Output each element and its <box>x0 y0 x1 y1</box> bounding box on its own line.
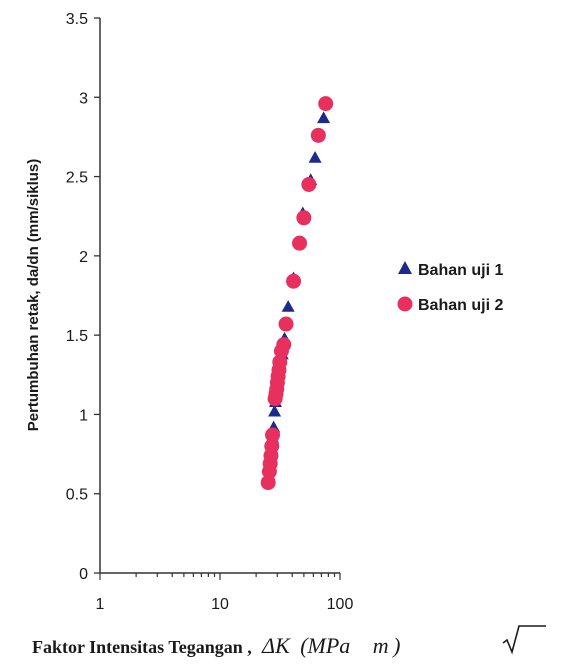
x-axis-title-unit-m: m <box>373 633 389 658</box>
legend-marker-bahan-uji-1 <box>398 261 412 274</box>
data-point-bahan-uji-2 <box>318 96 334 112</box>
y-tick-label: 1 <box>79 407 88 424</box>
x-axis-title-delta-k: ΔK <box>261 633 291 658</box>
x-axis-title-text: Faktor Intensitas Tegangan , <box>32 637 252 657</box>
data-point-bahan-uji-2 <box>276 337 292 353</box>
sqrt-sign-icon <box>502 625 546 655</box>
data-point-bahan-uji-2 <box>286 273 302 289</box>
data-point-bahan-uji-2 <box>272 354 288 370</box>
y-tick-label: 0.5 <box>66 487 88 504</box>
y-tick-label: 2.5 <box>66 170 88 187</box>
data-point-bahan-uji-1 <box>308 151 322 163</box>
data-point-bahan-uji-2 <box>310 127 326 143</box>
data-point-bahan-uji-1 <box>268 404 282 417</box>
y-tick-label: 3 <box>79 90 88 107</box>
data-point-bahan-uji-2 <box>296 210 312 226</box>
y-tick-label: 3.5 <box>66 11 88 28</box>
data-point-bahan-uji-2 <box>292 235 308 251</box>
data-point-bahan-uji-1 <box>281 300 295 312</box>
y-tick-label: 1.5 <box>66 328 88 345</box>
x-tick-label: 100 <box>327 596 354 613</box>
y-axis-title: Pertumbuhan retak, da/dn (mm/siklus) <box>25 159 42 432</box>
x-axis-title: Faktor Intensitas Tegangan , ΔK (MPa m ) <box>32 633 400 658</box>
data-point-bahan-uji-2 <box>265 427 281 443</box>
legend: Bahan uji 1 Bahan uji 2 <box>397 261 503 314</box>
data-point-bahan-uji-2 <box>278 316 294 332</box>
legend-marker-bahan-uji-2 <box>397 296 413 312</box>
y-tick-label: 2 <box>79 249 88 266</box>
data-point-bahan-uji-1 <box>317 111 331 124</box>
data-point-bahan-uji-2 <box>264 438 280 454</box>
x-tick-label: 10 <box>211 596 229 613</box>
x-tick-label: 1 <box>96 596 105 613</box>
legend-label-bahan-uji-2: Bahan uji 2 <box>418 297 503 314</box>
legend-label-bahan-uji-1: Bahan uji 1 <box>418 262 503 279</box>
x-axis-title-unit-open: (MPa <box>300 633 350 658</box>
y-tick-label: 0 <box>79 566 88 583</box>
data-point-bahan-uji-2 <box>260 475 276 491</box>
x-axis-title-unit-close: ) <box>391 633 400 658</box>
data-point-bahan-uji-2 <box>301 177 317 192</box>
plot-area: 0 0.5 1 1.5 2 2.5 3 3.5 1 10 100 <box>66 11 354 613</box>
